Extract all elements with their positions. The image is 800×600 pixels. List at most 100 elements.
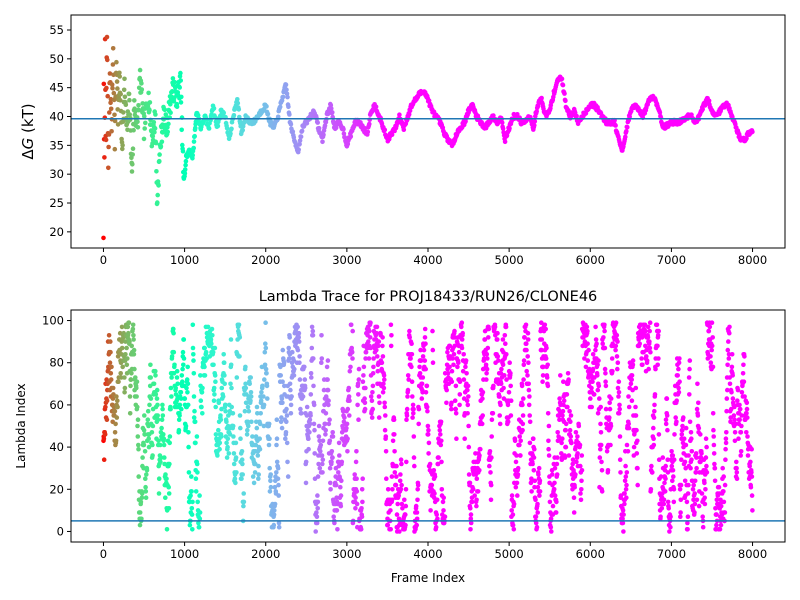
lambda-point [502,373,507,378]
lambda-point [519,383,525,389]
lambda-point [466,472,472,477]
lambda-point [704,463,709,469]
delta-g-point [112,112,117,118]
delta-g-point [102,155,107,160]
lambda-point [484,352,490,357]
lambda-point [459,324,464,330]
lambda-point [327,465,333,471]
lambda-point [131,347,137,353]
lambda-point [369,415,375,420]
lambda-point [465,383,471,389]
lambda-point [422,335,428,340]
lambda-point [180,349,186,355]
lambda-point [177,413,182,418]
lambda-point [453,383,459,389]
lambda-point [369,398,375,404]
lambda-point [256,472,262,477]
lambda-point [648,487,654,492]
lambda-point [622,478,628,484]
delta-g-ylabel-g: G [19,138,37,150]
lambda-point [259,390,264,395]
lambda-point [681,415,686,420]
delta-g-point [114,79,120,84]
lambda-point [598,446,603,452]
delta-g-point [152,126,158,131]
lambda-point [539,337,545,342]
lambda-point [442,514,448,519]
lambda-point [735,398,740,404]
lambda-point [289,394,294,399]
lambda-point [744,406,750,412]
lambda-point [161,432,166,437]
delta-g-point [157,158,162,164]
lambda-point [552,493,558,498]
lambda-point [371,356,376,361]
lambda-point [356,392,361,397]
lambda-point [405,373,411,378]
lambda-point [375,368,381,374]
lambda-point [423,390,429,395]
lambda-point [222,381,227,387]
lambda-point [261,394,266,399]
lambda-point [518,438,523,444]
lambda-point [187,522,193,528]
lambda-point [708,354,713,359]
delta-g-point [157,152,162,157]
lambda-point [517,442,522,448]
lambda-point [380,390,386,395]
lambda-point [575,434,580,439]
delta-g-point [304,120,310,126]
lambda-point [557,396,562,401]
lambda-point [308,371,314,376]
lambda-point [318,442,324,448]
lambda-point [272,501,278,507]
lambda-point [354,501,360,507]
lambda-point [407,335,413,340]
lambda-point [140,455,145,460]
lambda-point [297,360,302,366]
delta-g-point [153,140,159,146]
lambda-point [501,385,506,391]
lambda-point [280,400,285,406]
lambda-point [283,436,288,442]
lambda-point [383,449,389,454]
lambda-point [585,341,590,347]
lambda-point [668,514,673,519]
lambda-point [707,324,713,330]
lambda-point [617,457,623,463]
lambda-point [375,354,380,359]
lambda-point [279,425,285,431]
lambda-point [689,436,694,442]
lambda-point [749,493,755,498]
lambda-point [451,352,457,357]
lambda-point [225,436,231,442]
lambda-point [381,381,386,387]
lambda-point [129,371,134,376]
lambda-point [544,375,550,380]
lambda-point [578,463,583,469]
lambda-point [166,484,171,490]
lambda-point [297,354,302,359]
lambda-point [721,489,726,494]
lambda-point [394,474,399,479]
delta-g-point [147,107,152,113]
lambda-point [749,446,754,452]
lambda-point [155,402,160,408]
lambda-x-tick-label: 2000 [251,547,280,561]
lambda-point [681,436,687,442]
delta-g-point [275,114,281,120]
lambda-point [683,425,689,431]
lambda-point [470,487,476,492]
lambda-point [714,512,719,517]
lambda-point [118,375,124,380]
lambda-point [664,413,670,418]
lambda-point [656,356,661,361]
lambda-point [237,413,243,418]
lambda-point [164,476,169,482]
delta-g-point [156,183,161,188]
lambda-point [589,404,594,410]
lambda-point [346,385,352,391]
delta-g-point [104,85,109,91]
lambda-point [675,373,680,378]
lambda-point [416,406,422,412]
